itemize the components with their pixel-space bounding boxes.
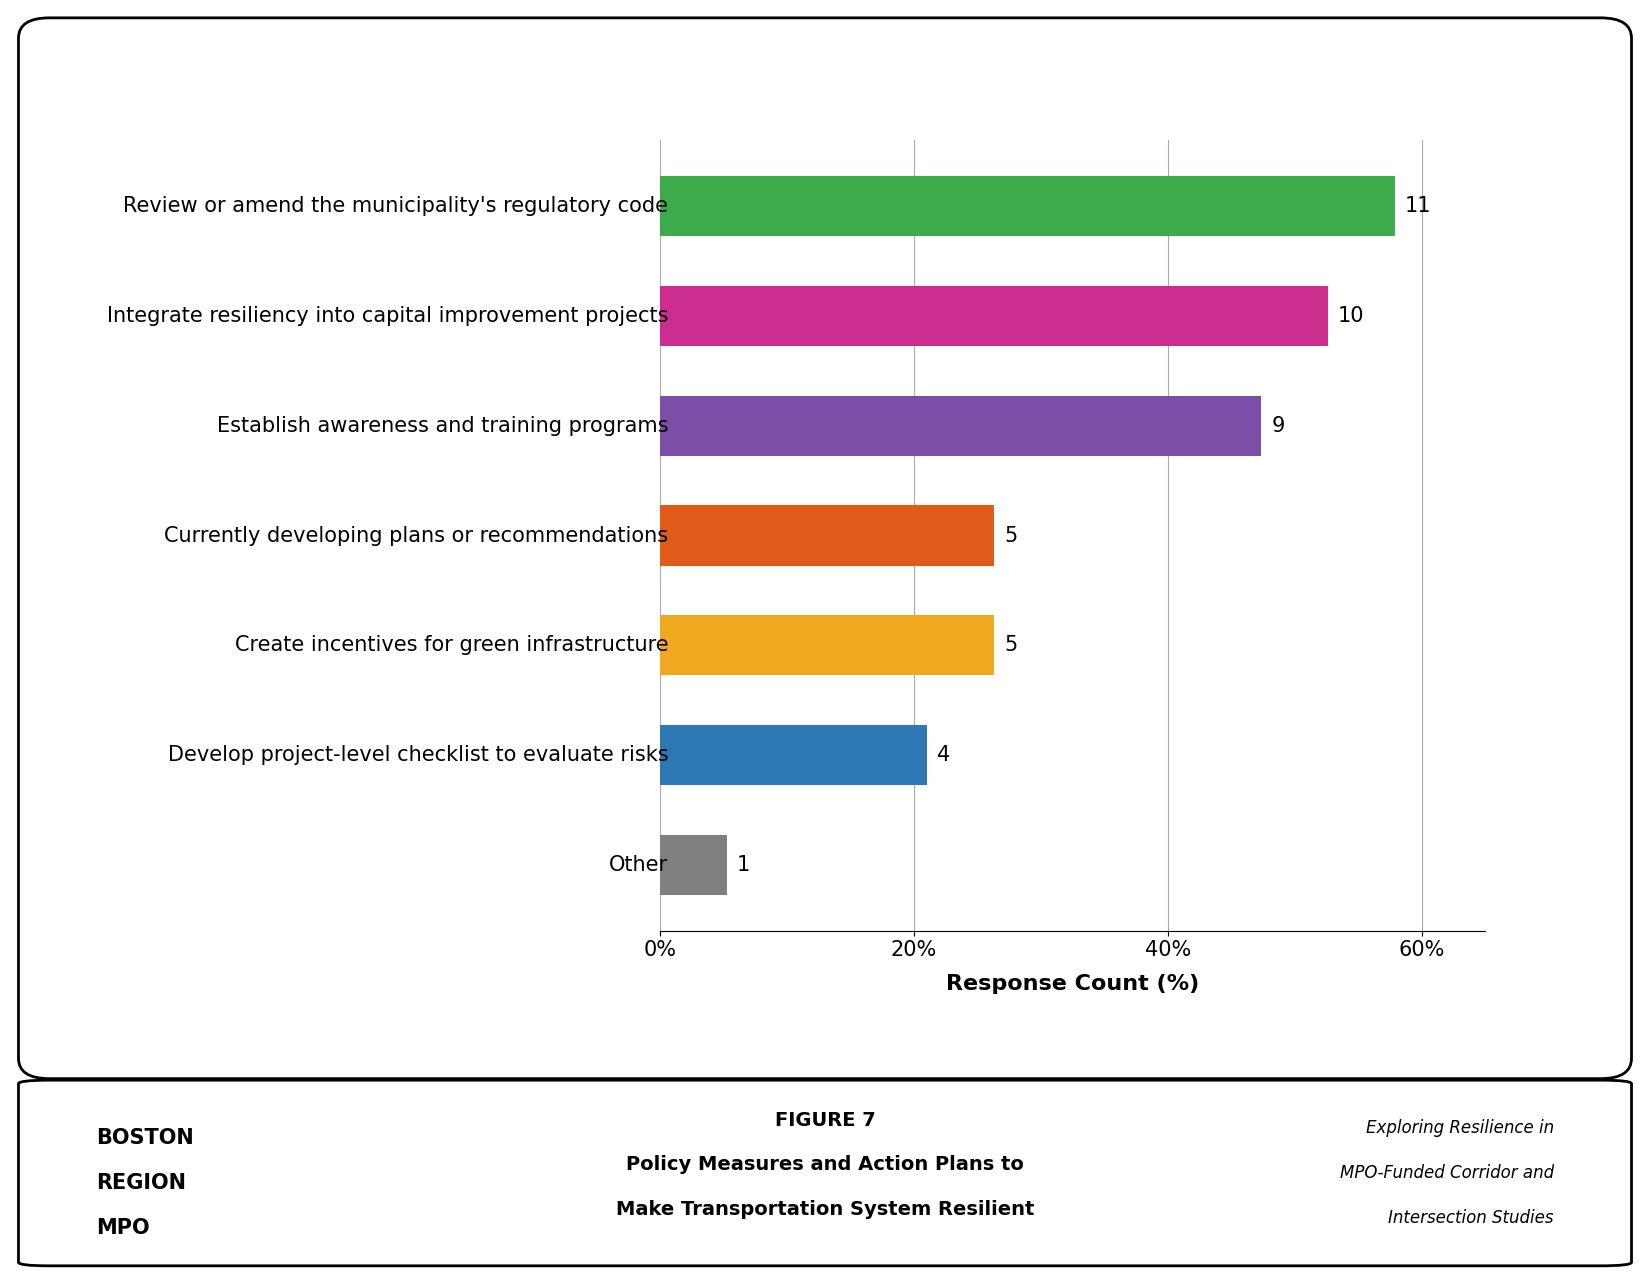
Bar xyxy=(660,505,993,566)
Text: 4: 4 xyxy=(937,745,950,765)
Text: 11: 11 xyxy=(1404,196,1432,217)
Text: Make Transportation System Resilient: Make Transportation System Resilient xyxy=(615,1200,1035,1219)
Text: Policy Measures and Action Plans to: Policy Measures and Action Plans to xyxy=(625,1155,1025,1174)
Text: Other: Other xyxy=(609,854,668,875)
Text: Exploring Resilience in: Exploring Resilience in xyxy=(1366,1119,1554,1137)
Bar xyxy=(660,176,1394,236)
Text: MPO-Funded Corridor and: MPO-Funded Corridor and xyxy=(1340,1164,1554,1182)
FancyBboxPatch shape xyxy=(18,1080,1632,1266)
Text: Intersection Studies: Intersection Studies xyxy=(1388,1209,1554,1227)
Bar xyxy=(660,725,927,785)
Text: Develop project-level checklist to evaluate risks: Develop project-level checklist to evalu… xyxy=(168,745,668,765)
Text: Review or amend the municipality's regulatory code: Review or amend the municipality's regul… xyxy=(124,196,668,217)
Text: FIGURE 7: FIGURE 7 xyxy=(774,1111,876,1130)
Text: 10: 10 xyxy=(1338,306,1365,326)
Bar xyxy=(660,835,726,895)
Text: Create incentives for green infrastructure: Create incentives for green infrastructu… xyxy=(234,635,668,655)
Text: 9: 9 xyxy=(1272,416,1285,436)
Text: Establish awareness and training programs: Establish awareness and training program… xyxy=(216,416,668,436)
Bar xyxy=(660,395,1261,456)
Bar xyxy=(660,286,1328,346)
Text: 1: 1 xyxy=(738,854,751,875)
Text: REGION: REGION xyxy=(96,1173,186,1193)
Bar xyxy=(660,615,993,676)
FancyBboxPatch shape xyxy=(18,18,1632,1079)
Text: Integrate resiliency into capital improvement projects: Integrate resiliency into capital improv… xyxy=(107,306,668,326)
X-axis label: Response Count (%): Response Count (%) xyxy=(945,974,1200,994)
Text: Currently developing plans or recommendations: Currently developing plans or recommenda… xyxy=(163,525,668,546)
Text: 5: 5 xyxy=(1005,525,1018,546)
Text: 5: 5 xyxy=(1005,635,1018,655)
Text: MPO: MPO xyxy=(96,1218,150,1238)
Text: BOSTON: BOSTON xyxy=(96,1128,193,1149)
